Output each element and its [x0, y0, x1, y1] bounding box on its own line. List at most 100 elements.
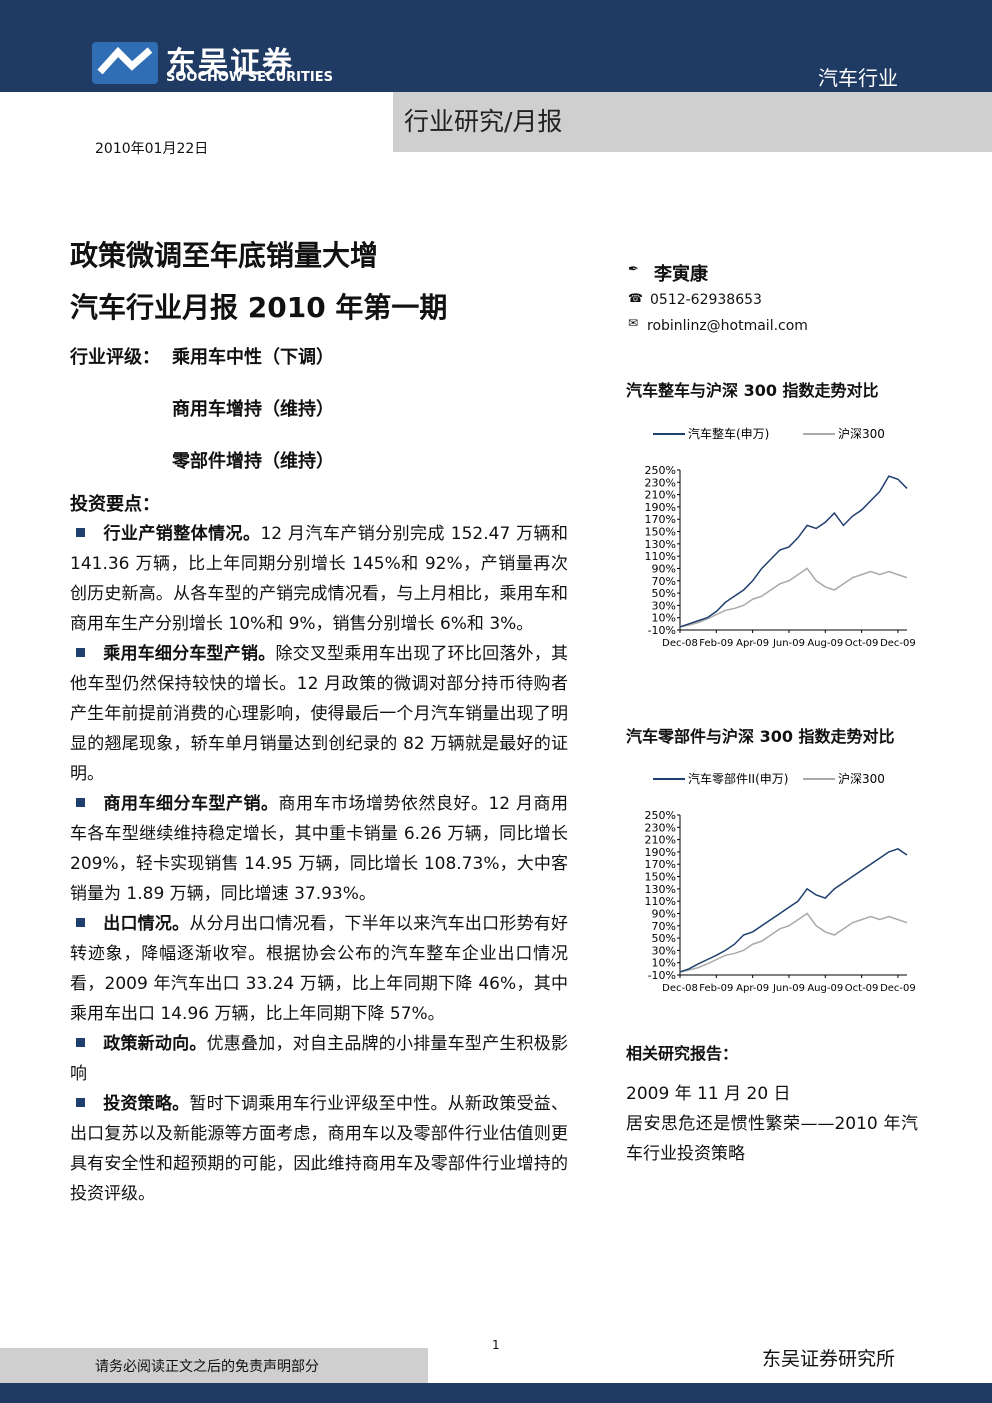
chart: -10%10%30%50%70%90%110%130%150%170%190%2… [645, 426, 916, 649]
bullet [76, 648, 85, 657]
page-number: 1 [492, 1338, 500, 1352]
key-point-heading: 商用车细分车型产销。 [103, 794, 279, 814]
author-email: robinlinz@hotmail.com [647, 318, 808, 334]
chart-title: 汽车整车与沪深 300 指数走势对比 [626, 381, 879, 400]
bullet [76, 1098, 85, 1107]
x-tick-label: Aug-09 [807, 983, 843, 994]
x-tick-label: Dec-09 [880, 638, 916, 649]
series-line [679, 567, 908, 628]
key-point-text: 从分月出口情况看，下半年以来汽车出口形势有好转迹象，降幅逐渐收窄。根据协会公布的… [70, 914, 569, 1024]
y-tick-label: -10% [648, 624, 676, 637]
y-tick-label: 10% [652, 957, 676, 970]
key-point: 出口情况。从分月出口情况看，下半年以来汽车出口形势有好转迹象，降幅逐渐收窄。根据… [70, 909, 568, 1029]
x-tick-label: Apr-09 [736, 983, 769, 994]
y-tick-label: 30% [652, 599, 676, 612]
legend-label: 汽车零部件II(申万) [688, 771, 788, 786]
series-line [679, 475, 908, 628]
related-title: 居安思危还是惯性繁荣——2010 年汽车行业投资策略 [626, 1114, 918, 1164]
y-tick-label: 230% [645, 821, 676, 834]
disclaimer: 请务必阅读正文之后的免责声明部分 [95, 1359, 319, 1375]
series-line [679, 912, 908, 973]
y-tick-label: 90% [652, 562, 676, 575]
logo-mark [92, 42, 158, 84]
legend-label: 沪深300 [838, 427, 885, 441]
bullet [76, 918, 85, 927]
footer-band [0, 1348, 428, 1383]
y-tick-label: 250% [645, 464, 676, 477]
y-tick-label: 90% [652, 907, 676, 920]
title-line: 政策微调至年底销量大增 [70, 239, 379, 272]
key-point-text: 除交叉型乘用车出现了环比回落外，其他车型仍然保持较快的增长。12 月政策的微调对… [70, 644, 569, 784]
key-point-heading: 行业产销整体情况。 [103, 524, 261, 544]
key-point: 投资策略。暂时下调乘用车行业评级至中性。从新政策受益、出口复苏以及新能源等方面考… [70, 1089, 568, 1209]
y-tick-label: 50% [652, 932, 676, 945]
bullet [76, 798, 85, 807]
bullet [76, 1038, 85, 1047]
y-tick-label: 130% [645, 538, 676, 551]
rating-item: 商用车增持（维持） [172, 399, 334, 420]
author-name: 李寅康 [654, 264, 708, 285]
y-tick-label: 110% [645, 550, 676, 563]
x-tick-label: Feb-09 [699, 638, 733, 649]
x-tick-label: Dec-08 [662, 983, 698, 994]
x-tick-label: Feb-09 [699, 983, 733, 994]
x-tick-label: Aug-09 [807, 638, 843, 649]
footer-band [0, 1383, 992, 1403]
related-date: 2009 年 11 月 20 日 [626, 1084, 791, 1104]
title-line: 汽车行业月报 2010 年第一期 [70, 291, 448, 324]
x-tick-label: Dec-09 [880, 983, 916, 994]
key-point: 政策新动向。优惠叠加，对自主品牌的小排量车型产生积极影响 [70, 1029, 568, 1089]
y-tick-label: 230% [645, 476, 676, 489]
y-tick-label: -10% [648, 969, 676, 982]
y-tick-label: 170% [645, 513, 676, 526]
x-tick-label: Oct-09 [845, 983, 879, 994]
key-point-heading: 政策新动向。 [103, 1034, 207, 1054]
y-tick-label: 210% [645, 834, 676, 847]
key-point-heading: 乘用车细分车型产销。 [103, 644, 276, 664]
key-points-heading: 投资要点： [70, 494, 160, 515]
sector: 汽车行业 [818, 66, 898, 90]
x-tick-label: Apr-09 [736, 638, 769, 649]
y-tick-label: 10% [652, 612, 676, 625]
y-tick-label: 210% [645, 489, 676, 502]
y-tick-label: 150% [645, 526, 676, 539]
y-tick-label: 250% [645, 809, 676, 822]
y-tick-label: 150% [645, 871, 676, 884]
x-tick-label: Oct-09 [845, 638, 879, 649]
y-tick-label: 70% [652, 920, 676, 933]
date: 2010年01月22日 [95, 141, 209, 157]
org: 东吴证券研究所 [762, 1348, 896, 1370]
key-point-heading: 出口情况。 [103, 914, 190, 934]
rating-label: 行业评级： [70, 347, 160, 368]
key-point-text: 12 月汽车产销分别完成 152.47 万辆和 141.36 万辆，比上年同期分… [70, 524, 569, 634]
rating-item: 乘用车中性（下调） [172, 347, 334, 368]
x-tick-label: Jun-09 [772, 638, 805, 649]
legend-label: 沪深300 [838, 772, 885, 786]
report-type: 行业研究/月报 [404, 107, 563, 136]
series-line [679, 848, 908, 973]
y-tick-label: 50% [652, 587, 676, 600]
logo-cn: 东吴证券 [166, 46, 294, 81]
y-tick-label: 170% [645, 858, 676, 871]
y-tick-label: 130% [645, 883, 676, 896]
bullet [76, 528, 85, 537]
author-phone: 0512-62938653 [650, 292, 762, 308]
chart-title: 汽车零部件与沪深 300 指数走势对比 [626, 727, 895, 746]
report-type-band [393, 92, 992, 152]
key-point-text: 商用车市场增势依然良好。12 月商用车各车型继续维持稳定增长，其中重卡销量 6.… [70, 794, 568, 904]
key-point: 乘用车细分车型产销。除交叉型乘用车出现了环比回落外，其他车型仍然保持较快的增长。… [70, 639, 568, 789]
rating-item: 零部件增持（维持） [172, 451, 334, 472]
key-point-text: 优惠叠加，对自主品牌的小排量车型产生积极影响 [70, 1034, 569, 1084]
chart: -10%10%30%50%70%90%110%130%150%170%190%2… [645, 771, 916, 994]
legend-label: 汽车整车(申万) [688, 426, 769, 441]
key-points: 行业产销整体情况。12 月汽车产销分别完成 152.47 万辆和 141.36 … [70, 519, 568, 1209]
logo-en: SOOCHOW SECURITIES [166, 70, 333, 85]
header-band [0, 0, 992, 92]
key-point-text: 暂时下调乘用车行业评级至中性。从新政策受益、出口复苏以及新能源等方面考虑，商用车… [70, 1094, 569, 1204]
key-point: 商用车细分车型产销。商用车市场增势依然良好。12 月商用车各车型继续维持稳定增长… [70, 789, 568, 909]
y-tick-label: 190% [645, 501, 676, 514]
key-point: 行业产销整体情况。12 月汽车产销分别完成 152.47 万辆和 141.36 … [70, 519, 568, 639]
y-tick-label: 30% [652, 944, 676, 957]
key-point-heading: 投资策略。 [103, 1094, 190, 1114]
